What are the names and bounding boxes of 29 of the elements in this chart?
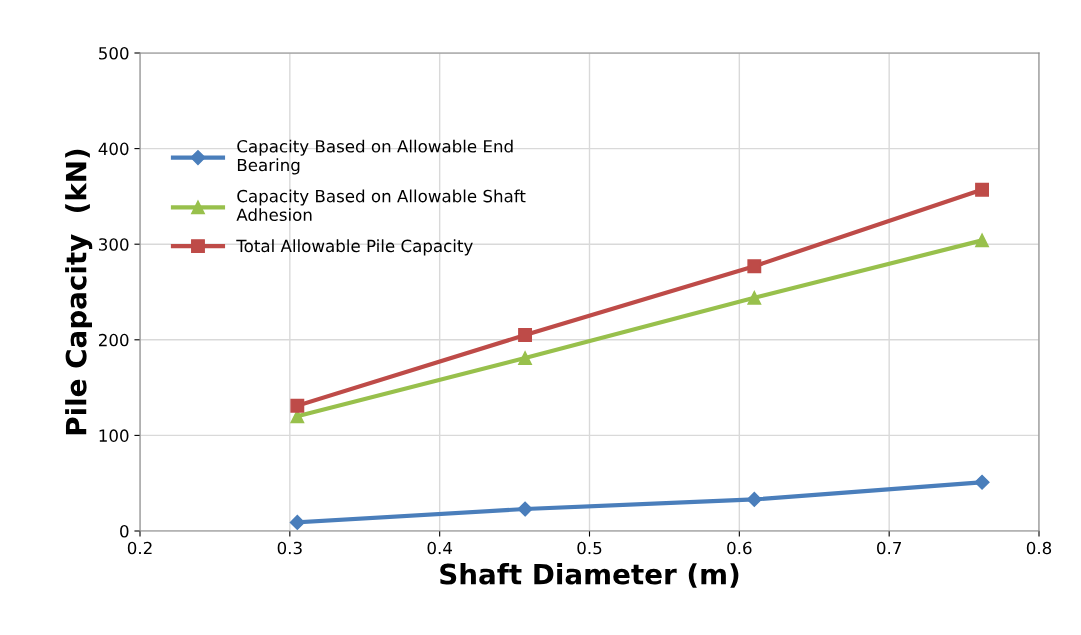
x-axis-title: Shaft Diameter (m): [440, 563, 739, 588]
y-axis-title: Pile Capacity (kN): [65, 149, 93, 435]
x-tick-label: 0.6: [727, 541, 752, 555]
y-tick-label: 100: [99, 429, 129, 442]
y-tick-label: 300: [99, 238, 129, 251]
point: [518, 328, 533, 342]
x-tick-label: 0.7: [877, 541, 901, 555]
x-tick-label: 0.4: [427, 541, 452, 555]
point: [289, 514, 305, 530]
y-tick-label: 200: [98, 333, 129, 347]
point: [975, 182, 990, 197]
x-tick-label: 0.3: [277, 541, 302, 555]
y-tick-label: 400: [98, 142, 129, 156]
point: [974, 474, 990, 490]
point: [746, 491, 762, 508]
point: [290, 398, 305, 413]
point: [975, 233, 990, 248]
x-tick-label: 0.5: [577, 541, 602, 555]
point: [518, 351, 533, 365]
legend-label: Capacity Based on Allowable Shaft Adhesion: [236, 189, 526, 222]
y-tick-label: 500: [99, 46, 129, 60]
point: [517, 501, 533, 517]
legend-label: Total Allowable Pile Capacity: [236, 239, 473, 256]
point: [747, 259, 762, 274]
legend-label: Capacity Based on Allowable End Bearing: [237, 139, 513, 175]
point: [747, 290, 762, 305]
x-tick-label: 0.2: [127, 541, 152, 555]
y-tick-label: 0: [120, 524, 129, 538]
x-tick-label: 0.8: [1026, 541, 1052, 555]
